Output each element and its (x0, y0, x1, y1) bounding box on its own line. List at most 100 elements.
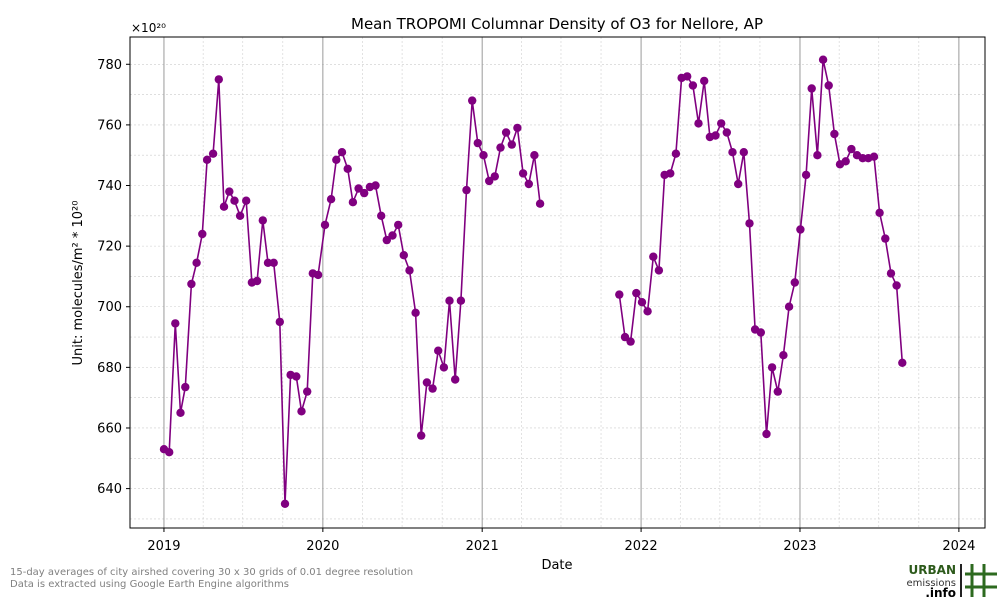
data-point (490, 172, 499, 181)
data-point (269, 258, 278, 267)
data-point (654, 266, 664, 275)
y-tick-label: 680 (97, 361, 122, 376)
data-point (313, 270, 323, 280)
data-point (818, 55, 828, 64)
data-point (688, 81, 698, 90)
data-point (219, 202, 229, 211)
data-point (671, 149, 681, 158)
data-point (711, 131, 720, 140)
data-point (292, 372, 301, 381)
y-tick-label: 760 (97, 118, 122, 133)
x-tick-label: 2019 (147, 539, 180, 554)
data-point (886, 269, 896, 278)
data-point (456, 296, 466, 305)
data-point (171, 319, 180, 328)
data-point (756, 328, 765, 337)
data-point (632, 288, 641, 298)
urban-emissions-logo: URBAN emissions .info (906, 563, 997, 598)
data-point (303, 387, 312, 396)
data-point (869, 152, 879, 161)
data-point (202, 155, 212, 164)
data-point (473, 138, 482, 148)
data-point (479, 151, 488, 160)
data-point (762, 429, 771, 439)
data-point (626, 337, 635, 346)
data-point (813, 151, 822, 160)
series-line (163, 79, 541, 504)
logo-word-urban: URBAN (909, 563, 956, 577)
data-point (258, 216, 267, 225)
data-point (501, 128, 511, 137)
data-point (198, 229, 207, 239)
data-point (297, 407, 306, 416)
series-layer (159, 55, 907, 508)
data-point (524, 179, 533, 189)
logo-grid-icon (960, 564, 997, 597)
data-point (807, 84, 816, 93)
data-point (620, 332, 630, 342)
data-point (445, 296, 454, 305)
data-point (666, 169, 675, 178)
data-point (181, 382, 190, 392)
data-point (892, 281, 901, 290)
data-point (841, 157, 850, 166)
y-axis-label: Unit: molecules/m² * 10²⁰ (71, 201, 86, 366)
data-point (847, 144, 856, 154)
data-point (439, 363, 449, 372)
data-point (875, 208, 884, 217)
data-point (337, 148, 347, 157)
data-point (694, 119, 703, 128)
data-point (745, 219, 754, 228)
data-point (717, 119, 726, 128)
x-tick-label: 2020 (306, 539, 339, 554)
data-point (824, 81, 833, 90)
data-point (394, 220, 403, 230)
data-point (468, 96, 477, 105)
data-point (801, 170, 811, 180)
data-point (411, 308, 420, 317)
x-tick-label: 2024 (942, 539, 975, 554)
data-point (796, 225, 805, 234)
grid-layer (130, 37, 985, 528)
data-point (881, 234, 890, 243)
data-point (242, 196, 251, 205)
data-point (165, 448, 174, 457)
data-point (176, 408, 185, 417)
data-point (535, 199, 545, 208)
data-point (722, 128, 731, 137)
data-point (700, 76, 709, 86)
data-point (518, 169, 528, 178)
data-point (779, 351, 788, 360)
data-point (767, 363, 777, 372)
data-point (252, 276, 262, 286)
data-point (773, 387, 782, 396)
data-point (225, 187, 234, 196)
data-point (784, 302, 794, 311)
data-point (615, 290, 624, 299)
data-point (485, 176, 494, 186)
x-axis-label: Date (541, 558, 572, 573)
data-point (417, 431, 426, 440)
data-point (320, 220, 330, 230)
data-point (830, 129, 839, 139)
y-tick-label: 660 (97, 421, 122, 436)
data-point (683, 72, 692, 81)
tick-layer: 2019 2020 2021 2022 2023 2024 640 660 680 700 720 7… (97, 58, 975, 554)
data-point (790, 278, 799, 287)
data-point (332, 155, 341, 164)
data-point (348, 198, 358, 207)
y-axis-offset-label: ×10²⁰ (131, 21, 166, 35)
data-point (326, 195, 336, 204)
data-point (637, 298, 647, 307)
data-point (343, 164, 352, 173)
data-point (399, 251, 408, 260)
data-point (728, 148, 737, 157)
data-point (739, 148, 748, 157)
data-point (496, 143, 505, 152)
data-point (643, 307, 652, 316)
data-point (734, 179, 743, 189)
plot-frame (129, 36, 986, 529)
y-tick-label: 780 (97, 58, 122, 73)
x-tick-label: 2021 (466, 539, 499, 554)
data-point (382, 235, 391, 245)
